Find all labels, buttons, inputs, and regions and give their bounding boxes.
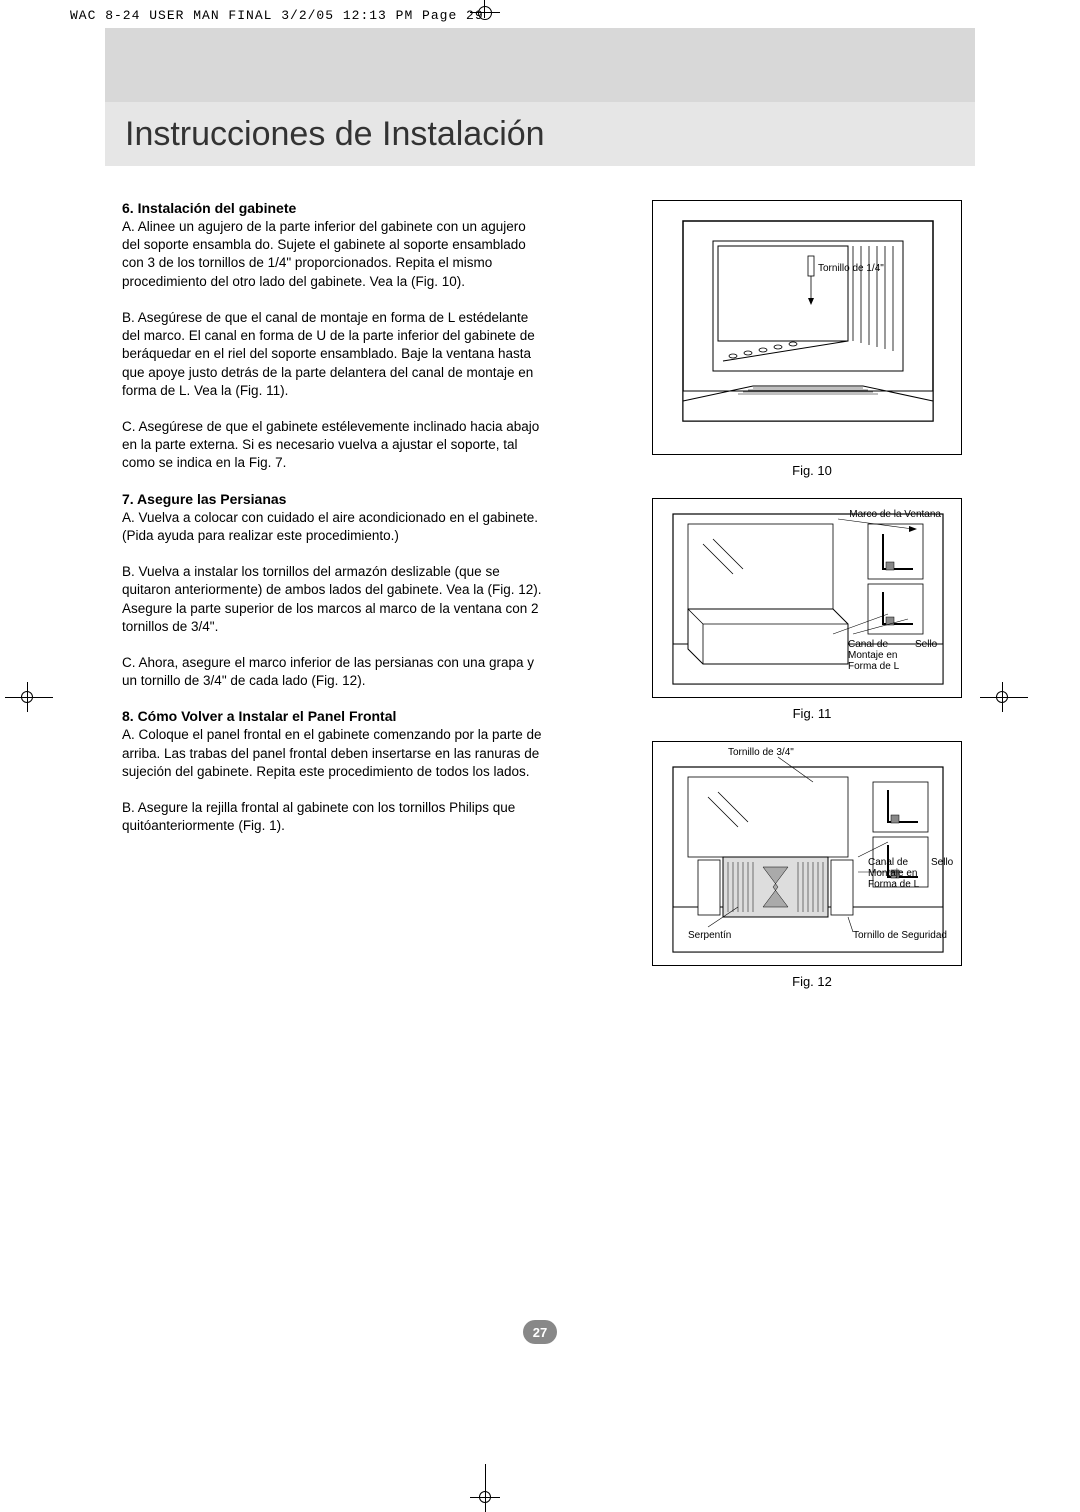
section8-b: B. Asegure la rejilla frontal al gabinet… [122,799,542,835]
fig11-label-marco: Marco de la Ventana [849,509,941,520]
fig11-caption: Fig. 11 [652,706,972,721]
section7-c: C. Ahora, asegure el marco inferior de l… [122,654,542,690]
page-title: Instrucciones de Instalación [125,115,545,154]
section6-c: C. Asegúrese de que el gabinete estéleve… [122,418,542,473]
fig10-caption: Fig. 10 [652,463,972,478]
figure-10: Tornillo de 1/4" [652,200,962,455]
left-column: 6. Instalación del gabinete A. Alinee un… [122,200,542,853]
fig12-label-canal: Canal de Montaje en Forma de L [868,857,928,890]
section6-heading: 6. Instalación del gabinete [122,200,542,216]
section8-a: A. Coloque el panel frontal en el gabine… [122,726,542,781]
fig11-label-canal: Canal de Montaje en Forma de L [848,639,908,672]
right-column: Tornillo de 1/4" Fig. 10 [652,200,972,1009]
fig12-label-serpentin: Serpentín [688,930,731,941]
fig12-label-tornillo34: Tornillo de 3/4" [728,747,794,758]
section8-heading: 8. Cómo Volver a Instalar el Panel Front… [122,708,542,724]
figure-11: Marco de la Ventana Canal de Montaje en … [652,498,962,698]
content-area: 6. Instalación del gabinete A. Alinee un… [122,200,972,1009]
section7-a: A. Vuelva a colocar con cuidado el aire … [122,509,542,545]
fig11-label-sello: Sello [915,639,937,650]
section6-a: A. Alinee un agujero de la parte inferio… [122,218,542,291]
fig12-caption: Fig. 12 [652,974,972,989]
figure-12: Tornillo de 3/4" Canal de Montaje en For… [652,741,962,966]
fig12-label-sello: Sello [931,857,953,868]
fig12-label-seguridad: Tornillo de Seguridad [853,930,947,941]
title-band: Instrucciones de Instalación [105,102,975,166]
section6-b: B. Asegúrese de que el canal de montaje … [122,309,542,400]
crop-circle-top [478,6,492,20]
section7-heading: 7. Asegure las Persianas [122,491,542,507]
fig11-svg [653,499,963,699]
header-info: WAC 8-24 USER MAN FINAL 3/2/05 12:13 PM … [70,8,484,23]
fig10-svg [653,201,963,456]
fig10-label-screw: Tornillo de 1/4" [818,263,884,274]
page-number: 27 [523,1320,557,1344]
section7-b: B. Vuelva a instalar los tornillos del a… [122,563,542,636]
